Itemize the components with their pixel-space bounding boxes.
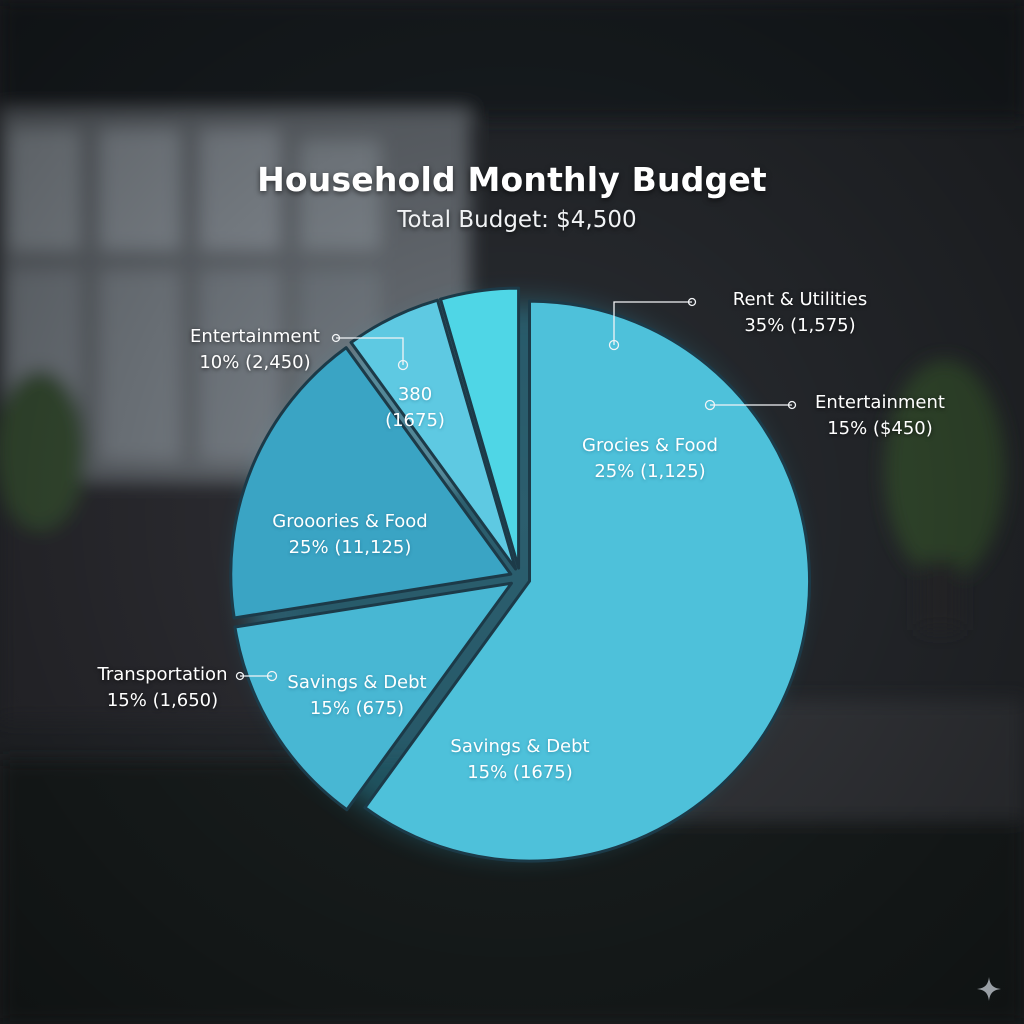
chart-subtitle: Total Budget: $4,500 xyxy=(397,207,637,233)
leader-line-rent-utilities xyxy=(613,301,692,345)
leader-end-entertainment-right xyxy=(787,400,797,410)
leader-dot-entertainment-left xyxy=(397,359,409,371)
slice-label-savings-left: Savings & Debt 15% (675) xyxy=(287,672,427,719)
pie-slice-2 xyxy=(233,581,513,812)
callout-transportation: Transportation 15% (1,650) xyxy=(97,664,228,711)
leader-end-entertainment-left xyxy=(331,333,341,343)
callout-rent-utilities: Rent & Utilities 35% (1,575) xyxy=(732,289,868,336)
callout-entertainment-left: Entertainment 10% (2,450) xyxy=(190,326,320,373)
leader-end-transportation xyxy=(235,671,245,681)
leader-dot-entertainment-right xyxy=(704,399,716,411)
pie-slice-5 xyxy=(438,286,521,570)
slice-label-groceries-right: Grocies & Food 25% (1,125) xyxy=(582,435,718,482)
sparkle-icon xyxy=(977,977,1001,1001)
pie-slice-4 xyxy=(349,298,518,571)
leader-end-rent-utilities xyxy=(687,297,697,307)
leader-dot-rent-utilities xyxy=(608,339,620,351)
leader-dot-transportation xyxy=(266,670,278,682)
callout-entertainment-right: Entertainment 15% ($450) xyxy=(815,392,945,439)
slice-label-savings-bottom: Savings & Debt 15% (1675) xyxy=(450,736,590,783)
pie-slice-3 xyxy=(229,346,513,620)
pie-slice-1 xyxy=(363,299,811,863)
leader-line-entertainment-left xyxy=(336,337,404,365)
slice-label-small: 380 (1675) xyxy=(385,384,445,431)
slice-label-groceries-left: Grooories & Food 25% (11,125) xyxy=(272,511,428,558)
chart-title: Household Monthly Budget xyxy=(257,160,767,199)
